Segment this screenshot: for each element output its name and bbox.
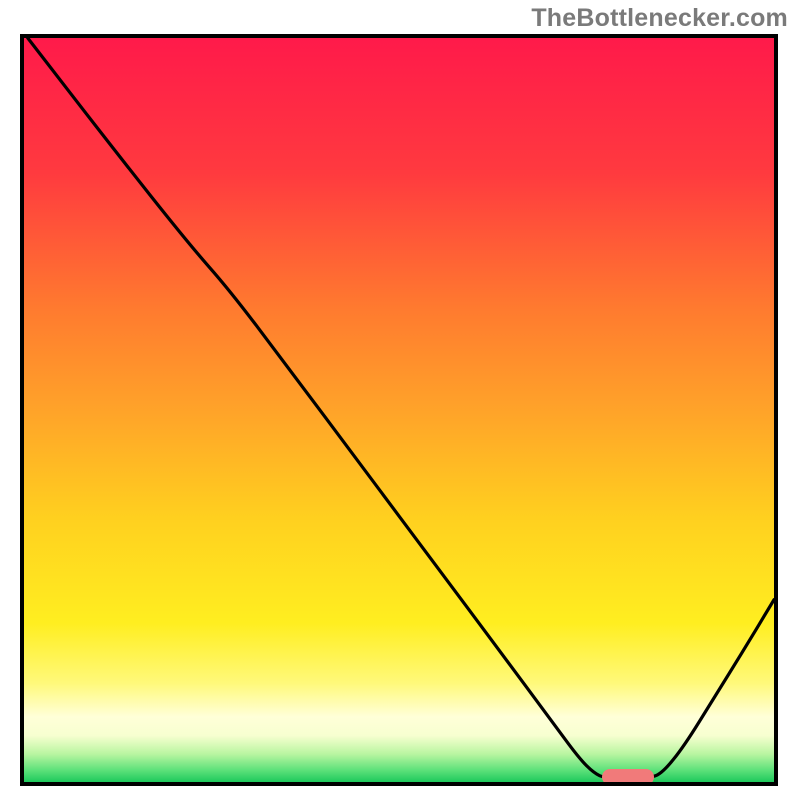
optimal-range-marker bbox=[602, 769, 655, 782]
plot-area bbox=[24, 38, 774, 782]
bottleneck-curve bbox=[24, 38, 774, 782]
watermark-text: TheBottlenecker.com bbox=[531, 4, 788, 33]
curve-path bbox=[28, 38, 774, 778]
page-root: TheBottlenecker.com bbox=[0, 0, 800, 800]
